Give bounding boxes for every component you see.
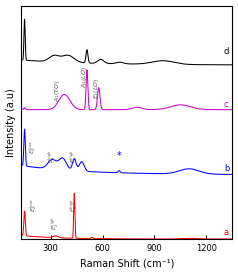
- Text: $A_1(TO)$: $A_1(TO)$: [53, 79, 62, 102]
- Text: b: b: [224, 164, 229, 173]
- Text: $E_2^{high}$: $E_2^{high}$: [47, 150, 58, 164]
- Text: $E_2^{high}$: $E_2^{high}$: [50, 216, 61, 230]
- Text: a: a: [224, 228, 229, 237]
- Text: c: c: [224, 99, 228, 109]
- Text: *: *: [117, 151, 121, 161]
- Text: $A_1(LO)$: $A_1(LO)$: [80, 66, 89, 88]
- Text: $E_2^{high}$: $E_2^{high}$: [69, 150, 80, 164]
- Text: $E_2^{low}$: $E_2^{low}$: [28, 198, 39, 212]
- Text: $E_2^{high}$: $E_2^{high}$: [69, 198, 80, 212]
- Text: $E_1(LO)$: $E_1(LO)$: [92, 78, 101, 99]
- Text: $E_2^{low}$: $E_2^{low}$: [27, 141, 38, 154]
- Text: d: d: [224, 47, 229, 56]
- Y-axis label: Intensity (a.u): Intensity (a.u): [5, 88, 15, 157]
- X-axis label: Raman Shift (cm⁻¹): Raman Shift (cm⁻¹): [79, 258, 174, 269]
